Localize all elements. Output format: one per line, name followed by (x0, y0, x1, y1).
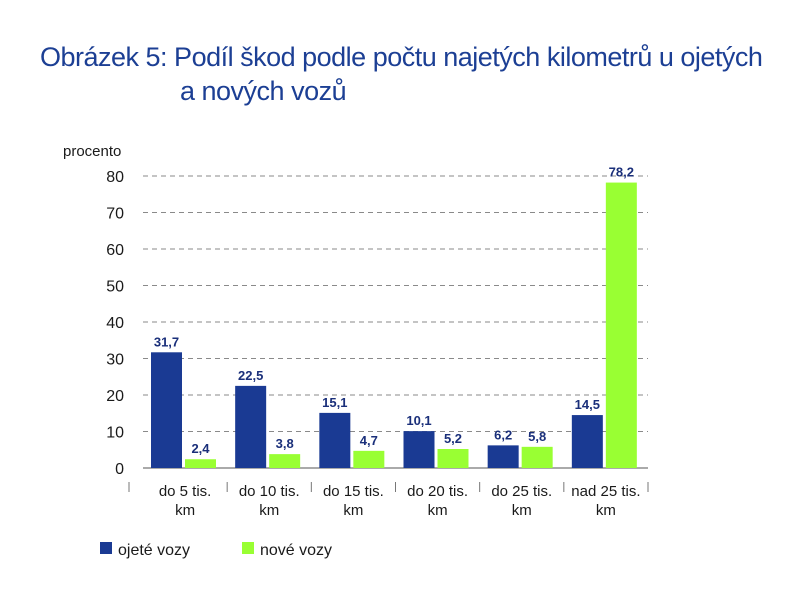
bar-nove (521, 446, 553, 468)
x-tick-label: km (596, 502, 616, 519)
bar-nove (437, 449, 469, 468)
y-tick-label: 30 (106, 352, 124, 369)
bar-nove (605, 182, 637, 468)
bar-nove (353, 450, 385, 468)
data-label: 14,5 (575, 397, 600, 412)
data-label: 78,2 (609, 165, 634, 180)
bar-ojete (319, 412, 351, 468)
legend-swatch (100, 542, 112, 554)
data-label: 5,2 (444, 431, 462, 446)
chart-title: Obrázek 5: Podíl škod podle počtu najetý… (40, 40, 780, 108)
y-axis-label: procento (63, 143, 121, 160)
bar-ojete (151, 352, 182, 468)
legend-swatch (242, 542, 254, 554)
x-tick-label: km (175, 502, 195, 519)
chart-title-line1: Obrázek 5: Podíl škod podle počtu najetý… (40, 42, 763, 72)
bar-ojete (571, 415, 603, 468)
x-tick-label: km (428, 502, 448, 519)
y-tick-label: 0 (115, 461, 124, 478)
bar-ojete (487, 445, 519, 468)
legend-label: nové vozy (260, 542, 332, 559)
x-tick-label: do 25 tis. (491, 483, 552, 500)
y-tick-label: 20 (106, 388, 124, 405)
y-tick-label: 40 (106, 315, 124, 332)
bar-nove (185, 459, 216, 468)
data-label: 31,7 (154, 334, 179, 349)
data-label: 3,8 (276, 436, 294, 451)
x-tick-label: do 5 tis. (159, 483, 212, 500)
x-tick-label: km (512, 502, 532, 519)
chart-title-line2: a nových vozů (180, 76, 347, 106)
x-tick-label: do 15 tis. (323, 483, 384, 500)
y-tick-label: 10 (106, 425, 124, 442)
y-tick-label: 60 (106, 242, 124, 259)
x-tick-label: nad 25 tis. (571, 483, 640, 500)
data-label: 5,8 (528, 429, 546, 444)
y-tick-label: 50 (106, 279, 124, 296)
x-tick-label: do 20 tis. (407, 483, 468, 500)
data-label: 4,7 (360, 433, 378, 448)
data-label: 10,1 (406, 413, 431, 428)
bar-ojete (403, 431, 435, 468)
legend-label: ojeté vozy (118, 542, 190, 559)
x-tick-label: km (343, 502, 363, 519)
x-tick-label: km (259, 502, 279, 519)
bar-ojete (235, 385, 267, 468)
data-label: 6,2 (494, 427, 512, 442)
x-tick-label: do 10 tis. (239, 483, 300, 500)
y-tick-label: 70 (106, 206, 124, 223)
data-label: 15,1 (322, 395, 347, 410)
data-label: 2,4 (191, 441, 210, 456)
data-label: 22,5 (238, 368, 263, 383)
y-tick-label: 80 (106, 169, 124, 186)
bar-nove (269, 454, 301, 468)
